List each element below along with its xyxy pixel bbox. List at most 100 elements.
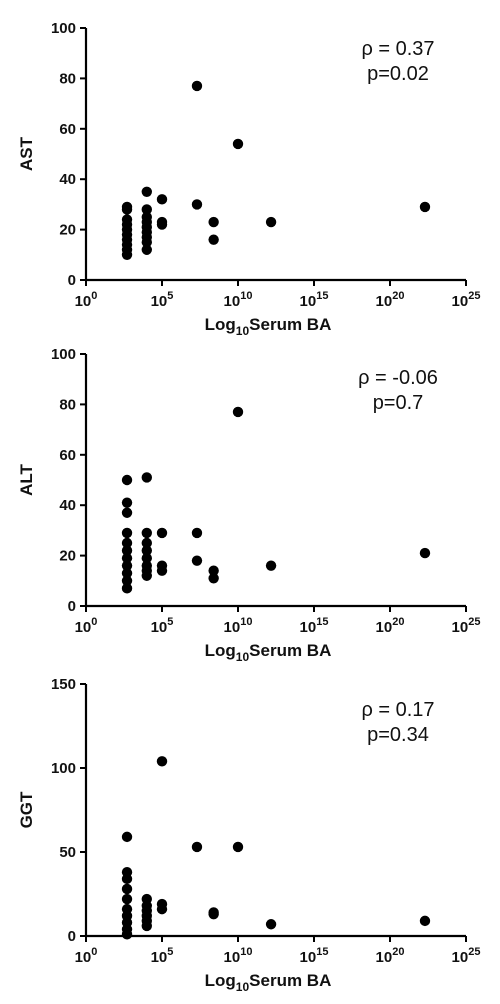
data-point: [141, 893, 152, 905]
x-tick-label: 100: [75, 946, 98, 966]
y-tick-label: 60: [59, 121, 76, 138]
data-point: [208, 573, 219, 584]
data-point: [141, 560, 152, 571]
data-point: [419, 915, 431, 927]
data-point: [232, 138, 244, 150]
stat-annotation: ρ = 0.17: [361, 699, 434, 721]
x-tick-label: 105: [151, 946, 174, 966]
x-tick-label: 1025: [452, 290, 481, 310]
x-tick-label: 1025: [452, 616, 481, 636]
y-tick-label: 60: [59, 447, 76, 464]
data-point: [191, 80, 203, 92]
data-point: [121, 537, 133, 549]
data-point: [141, 537, 152, 549]
x-tick-label: 105: [151, 290, 174, 310]
panel-ast: 0 20 40 60 80 100 100 105 1010 1015 1020 1025 Log10S…: [17, 20, 480, 338]
x-tick-label: 1020: [376, 946, 405, 966]
x-tick-label: 1010: [224, 290, 253, 310]
data-point: [191, 199, 203, 210]
y-tick-label: 50: [59, 844, 76, 861]
y-tick-label: 40: [59, 171, 76, 188]
data-point: [121, 903, 133, 915]
data-point: [121, 560, 133, 571]
data-point: [419, 547, 431, 559]
x-tick-label: 1010: [224, 616, 253, 636]
stat-annotation: ρ = -0.06: [358, 367, 438, 389]
x-tick-label: 1015: [300, 616, 329, 636]
data-point: [156, 756, 168, 767]
y-tick-label: 20: [59, 548, 76, 565]
data-point: [156, 527, 168, 539]
data-point: [208, 234, 219, 245]
panel-ggt: 0 50 100 150 100 105 1010 1015 1020 1025 Log10Seru…: [17, 676, 480, 994]
data-point: [265, 560, 277, 571]
x-axis-label: Log10Serum BA: [205, 315, 332, 338]
data-point: [121, 831, 133, 843]
x-tick-label: 1010: [224, 946, 253, 966]
y-tick-label: 20: [59, 222, 76, 239]
y-tick-label: 100: [51, 20, 76, 37]
x-axis-label: Log10Serum BA: [205, 641, 332, 664]
x-tick-label: 1025: [452, 946, 481, 966]
data-point: [156, 194, 168, 205]
data-point: [191, 527, 203, 539]
data-point: [121, 497, 133, 508]
y-tick-label: 100: [51, 346, 76, 363]
y-tick-label: 0: [68, 928, 76, 945]
x-tick-label: 1020: [376, 616, 405, 636]
data-point: [208, 565, 219, 576]
data-point: [265, 919, 277, 930]
data-point: [121, 866, 133, 878]
data-point: [141, 527, 152, 539]
data-point: [121, 545, 133, 556]
data-point: [265, 216, 277, 228]
x-tick-label: 1015: [300, 946, 329, 966]
data-point: [232, 406, 244, 418]
y-tick-label: 100: [51, 760, 76, 777]
x-tick-label: 1015: [300, 290, 329, 310]
data-point: [141, 552, 152, 564]
data-point: [232, 841, 244, 853]
data-point: [121, 583, 133, 594]
data-point: [141, 472, 152, 483]
y-tick-label: 80: [59, 396, 76, 413]
data-point: [141, 204, 152, 215]
y-tick-label: 0: [68, 272, 76, 289]
y-tick-label: 150: [51, 676, 76, 693]
stat-annotation: p=0.34: [367, 724, 429, 746]
x-axis-label: Log10Serum BA: [205, 971, 332, 994]
x-tick-label: 1020: [376, 290, 405, 310]
data-point: [141, 545, 152, 556]
data-point: [156, 560, 168, 571]
data-point: [121, 201, 133, 213]
y-axis-label: ALT: [17, 463, 36, 495]
y-axis-label: GGT: [17, 791, 36, 828]
y-tick-label: 0: [68, 598, 76, 615]
data-point: [121, 214, 133, 225]
x-tick-label: 100: [75, 616, 98, 636]
x-tick-label: 105: [151, 616, 174, 636]
data-point: [208, 216, 219, 228]
panel-alt: 0 20 40 60 80 100 100 105 1010 1015 1020 1025 Log10S…: [17, 346, 480, 664]
data-point: [419, 201, 431, 213]
data-point: [156, 216, 168, 228]
data-point: [121, 893, 133, 905]
data-point: [121, 883, 133, 895]
stat-annotation: p=0.02: [367, 63, 429, 85]
stat-annotation: p=0.7: [373, 392, 424, 414]
data-point: [121, 474, 133, 486]
y-tick-label: 40: [59, 497, 76, 514]
data-point: [191, 841, 203, 853]
x-tick-label: 100: [75, 290, 98, 310]
y-tick-label: 80: [59, 70, 76, 87]
data-point: [121, 568, 133, 579]
data-point: [156, 898, 168, 910]
stat-annotation: ρ = 0.37: [361, 38, 434, 60]
data-point: [141, 186, 152, 197]
data-point: [121, 552, 133, 564]
data-point: [141, 211, 152, 223]
data-point: [121, 575, 133, 586]
y-axis-label: AST: [17, 136, 36, 171]
data-point: [191, 555, 203, 566]
